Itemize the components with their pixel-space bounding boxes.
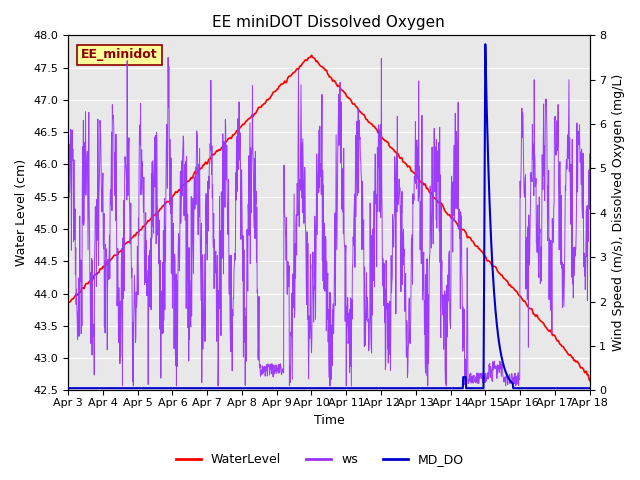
Y-axis label: Water Level (cm): Water Level (cm)	[15, 159, 28, 266]
Legend: WaterLevel, ws, MD_DO: WaterLevel, ws, MD_DO	[171, 448, 469, 471]
X-axis label: Time: Time	[314, 414, 344, 427]
Y-axis label: Wind Speed (m/s), Dissolved Oxygen (mg/L): Wind Speed (m/s), Dissolved Oxygen (mg/L…	[612, 74, 625, 351]
Text: EE_minidot: EE_minidot	[81, 48, 158, 61]
Title: EE miniDOT Dissolved Oxygen: EE miniDOT Dissolved Oxygen	[212, 15, 445, 30]
